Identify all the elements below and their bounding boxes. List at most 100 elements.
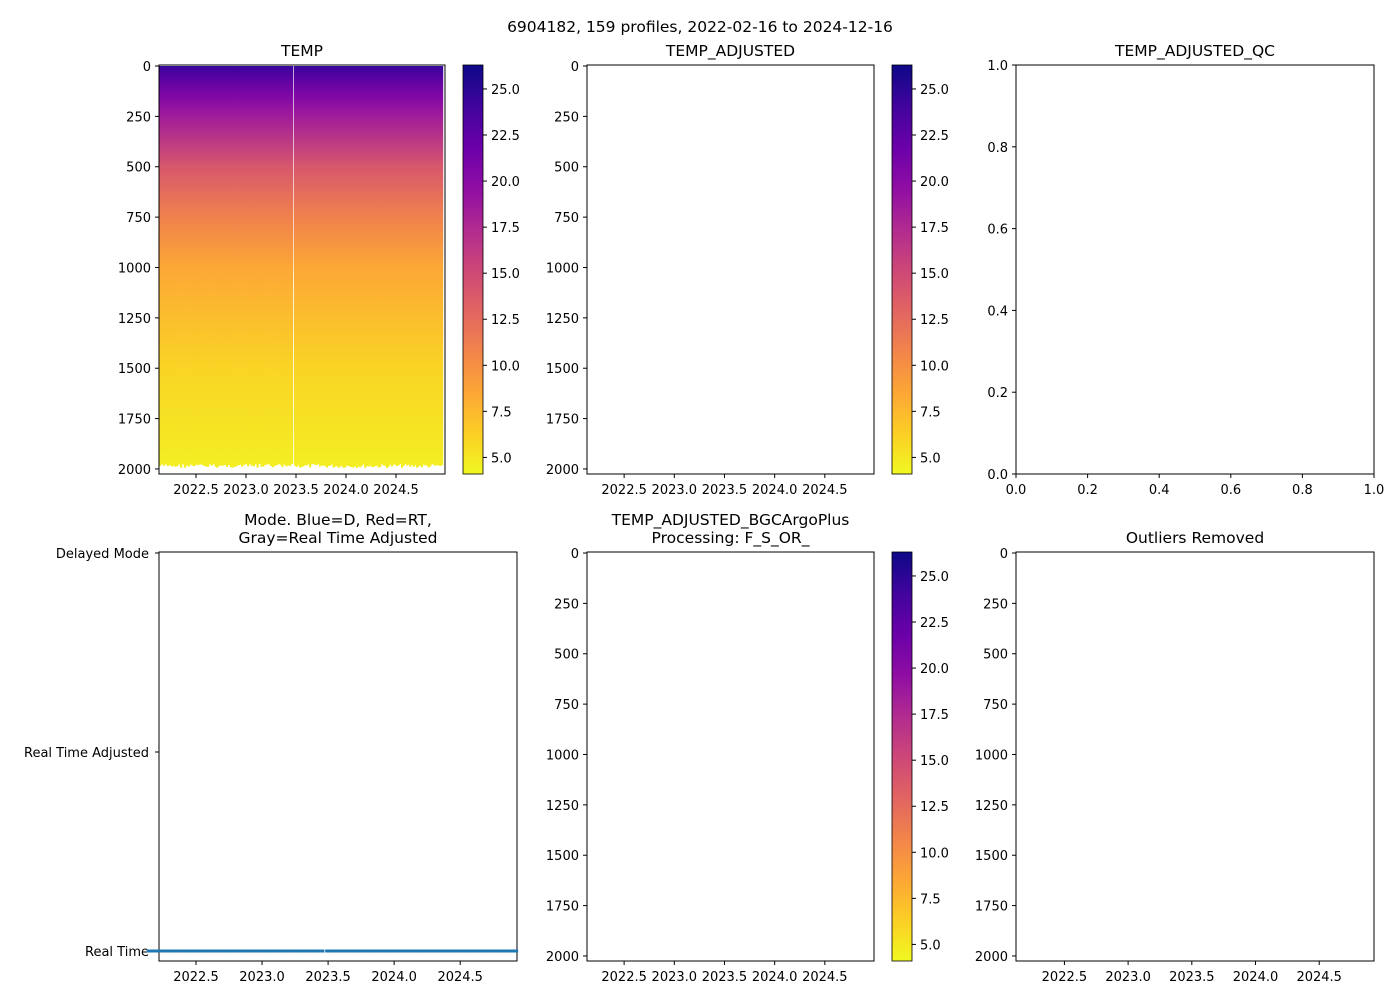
y-tick-label: Delayed Mode	[56, 547, 149, 562]
colorbar	[462, 64, 484, 475]
profile-mark	[417, 66, 420, 467]
profile-mark	[210, 66, 213, 466]
mode-point	[210, 949, 214, 953]
profile-mark	[399, 66, 402, 465]
profile-mark	[422, 66, 425, 465]
profile-mark	[203, 66, 206, 466]
profile-mark	[405, 66, 409, 466]
y-tick-label: 1500	[975, 849, 1008, 864]
mode-point	[492, 949, 497, 953]
mode-point	[212, 949, 216, 953]
profile-mark	[307, 66, 310, 465]
profile-mark	[339, 66, 342, 467]
mode-point	[199, 949, 204, 953]
mode-point	[497, 949, 501, 953]
mode-point	[275, 949, 279, 953]
y-tick-label: 500	[554, 648, 579, 663]
profile-mark	[337, 66, 340, 468]
mode-point	[424, 949, 428, 953]
profile-mark	[425, 66, 429, 466]
y-tick-label: 750	[554, 698, 579, 713]
profile-mark	[340, 66, 343, 466]
mode-point	[290, 949, 295, 953]
colorbar-tick-label: 5.0	[491, 451, 512, 466]
profile-mark	[216, 66, 219, 468]
mode-point	[283, 949, 287, 953]
mode-point	[273, 949, 277, 953]
y-tick-label: 1000	[975, 748, 1008, 763]
mode-point	[300, 949, 305, 953]
mode-point	[174, 949, 178, 953]
profile-mark	[178, 66, 181, 465]
y-tick-label: Real Time	[85, 945, 149, 960]
mode-point	[464, 949, 468, 953]
mode-point	[306, 949, 310, 953]
mode-point	[448, 949, 452, 953]
mode-point	[506, 949, 510, 953]
mode-point	[303, 949, 307, 953]
profile-mark	[237, 66, 240, 466]
profile-mark	[231, 66, 234, 468]
profile-mark	[170, 66, 173, 467]
profile-mark	[248, 66, 252, 465]
colorbar-tick-label: 20.0	[920, 662, 949, 677]
mode-point	[329, 949, 333, 953]
mode-point	[151, 949, 156, 953]
profile-mark	[291, 66, 294, 464]
profile-mark	[415, 66, 419, 468]
profile-mark	[241, 66, 244, 467]
mode-point	[457, 949, 461, 953]
y-tick-label: 1750	[546, 900, 579, 915]
mode-point	[512, 949, 516, 953]
colorbar-tick-label: 25.0	[491, 83, 520, 98]
profile-mark	[329, 66, 332, 466]
y-tick-label: 0.2	[987, 386, 1008, 401]
y-tick-label: 250	[983, 597, 1008, 612]
axes-frame	[586, 64, 875, 475]
mode-point	[321, 949, 325, 953]
profile-mark	[429, 66, 432, 467]
profile-mark	[225, 66, 229, 467]
mode-point	[479, 949, 483, 953]
profile-mark	[269, 66, 273, 467]
colorbar-tick-label: 12.5	[491, 313, 520, 328]
colorbar-tick-label: 12.5	[920, 800, 949, 815]
mode-point	[351, 949, 355, 953]
profile-mark	[168, 66, 171, 466]
mode-point	[375, 949, 380, 953]
profile-mark	[283, 66, 286, 465]
mode-point	[331, 949, 335, 953]
x-tick-label: 0.4	[1149, 483, 1170, 498]
profile-mark	[389, 66, 392, 465]
profile-mark	[367, 66, 370, 467]
mode-point	[444, 949, 448, 953]
mode-point	[298, 949, 302, 953]
profile-mark	[191, 66, 194, 466]
profile-mark	[354, 66, 357, 467]
mode-point	[417, 949, 422, 953]
profile-mark	[258, 66, 261, 465]
y-tick-label: 1000	[546, 748, 579, 763]
profile-mark	[314, 66, 317, 465]
mode-point	[179, 949, 183, 953]
profile-mark	[277, 66, 280, 465]
mode-point	[197, 949, 201, 953]
mode-point	[295, 949, 300, 953]
profile-mark	[335, 66, 338, 466]
colorbar-tick-label: 7.5	[491, 405, 512, 420]
profile-mark	[227, 66, 231, 466]
mode-point	[514, 949, 519, 953]
profile-mark	[437, 66, 440, 466]
profile-mark	[324, 66, 327, 467]
profile-mark	[197, 66, 200, 466]
mode-point	[149, 949, 153, 953]
profile-mark	[365, 66, 369, 467]
x-tick-label: 2022.5	[173, 970, 219, 985]
mode-point	[437, 949, 441, 953]
mode-point	[404, 949, 408, 953]
profile-mark	[332, 66, 335, 468]
x-tick-label: 2023.5	[273, 483, 319, 498]
mode-point	[360, 949, 364, 953]
colorbar-tick-label: 20.0	[491, 175, 520, 190]
mode-point	[258, 949, 262, 953]
